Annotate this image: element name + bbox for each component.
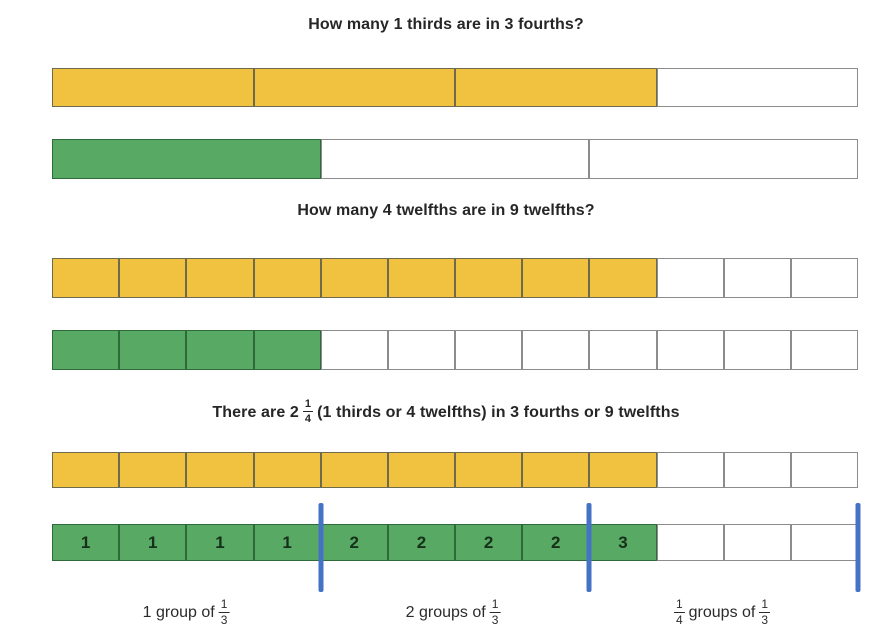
empty-segment — [656, 452, 724, 488]
yellow-segment — [119, 258, 187, 298]
result-title-suffix: (1 thirds or 4 twelfths) in 3 fourths or… — [317, 403, 680, 421]
yellow-segment — [253, 452, 321, 488]
yellow-segment — [522, 258, 590, 298]
empty-segment — [723, 452, 791, 488]
empty-segment — [656, 68, 858, 107]
empty-segment — [522, 330, 590, 370]
yellow-segment — [522, 452, 590, 488]
yellow-segment — [387, 452, 456, 488]
empty-segment — [320, 330, 388, 370]
yellow-segment — [119, 452, 187, 488]
yellow-segment — [455, 258, 523, 298]
empty-segment — [723, 524, 791, 561]
yellow-segment — [186, 452, 254, 488]
empty-segment — [790, 258, 859, 298]
yellow-segment — [320, 258, 388, 298]
three-fourths-bar — [52, 68, 858, 107]
green-segment — [52, 139, 321, 179]
group-label-text: 1 group of — [142, 603, 215, 621]
green-segment — [119, 330, 187, 370]
yellow-segment — [455, 452, 523, 488]
yellow-segment — [52, 452, 120, 488]
empty-segment — [723, 258, 791, 298]
one-third-bar — [52, 139, 859, 179]
green-segment: 1 — [119, 524, 187, 561]
empty-segment — [790, 452, 859, 488]
empty-segment — [589, 330, 657, 370]
empty-segment — [455, 330, 523, 370]
fraction-denominator: 3 — [491, 612, 499, 627]
empty-segment — [656, 258, 724, 298]
fraction-numerator: 1 — [759, 597, 771, 613]
fraction-denominator: 3 — [761, 612, 769, 627]
green-segment — [186, 330, 254, 370]
empty-segment — [790, 330, 859, 370]
yellow-segment — [52, 68, 254, 107]
green-segment: 2 — [522, 524, 590, 561]
green-segment: 3 — [589, 524, 657, 561]
empty-segment — [656, 330, 724, 370]
fraction-denominator: 4 — [304, 412, 312, 425]
result-title-prefix: There are 2 — [212, 403, 299, 421]
yellow-segment — [253, 258, 321, 298]
group-divider-line — [318, 503, 324, 592]
green-segment: 2 — [387, 524, 456, 561]
fraction-numerator: 1 — [673, 597, 685, 613]
green-segment: 2 — [320, 524, 388, 561]
green-segment: 2 — [455, 524, 523, 561]
result-nine-twelfths-bar — [52, 452, 859, 488]
green-segment: 1 — [186, 524, 254, 561]
yellow-segment — [253, 68, 455, 107]
fraction-numerator: 1 — [302, 398, 314, 412]
yellow-segment — [186, 258, 254, 298]
fraction-numerator: 1 — [489, 597, 501, 613]
question-1-title: How many 1 thirds are in 3 fourths? — [308, 16, 584, 33]
green-segment — [52, 330, 120, 370]
green-segment — [253, 330, 321, 370]
green-segment: 1 — [253, 524, 321, 561]
empty-segment — [656, 524, 724, 561]
yellow-segment — [589, 258, 657, 298]
group-divider-line — [855, 503, 861, 592]
four-twelfths-bar — [52, 330, 859, 370]
fraction-denominator: 3 — [220, 612, 228, 627]
fraction-denominator: 4 — [675, 612, 683, 627]
empty-segment — [723, 330, 791, 370]
yellow-segment — [455, 68, 657, 107]
question-2-title: How many 4 twelfths are in 9 twelfths? — [297, 202, 595, 219]
empty-segment — [387, 330, 456, 370]
fraction-numerator: 1 — [218, 597, 230, 613]
nine-twelfths-bar — [52, 258, 859, 298]
green-segment: 1 — [52, 524, 120, 561]
empty-segment — [589, 139, 859, 179]
empty-segment — [790, 524, 859, 561]
yellow-segment — [387, 258, 456, 298]
yellow-segment — [52, 258, 120, 298]
yellow-segment — [320, 452, 388, 488]
empty-segment — [320, 139, 590, 179]
result-title: There are 2 1 4 (1 thirds or 4 twelfths) in… — [0, 398, 892, 427]
group-label-text: groups of — [688, 603, 756, 621]
group-label-text: 2 groups of — [405, 603, 486, 621]
group-divider-line — [586, 503, 592, 592]
yellow-segment — [589, 452, 657, 488]
